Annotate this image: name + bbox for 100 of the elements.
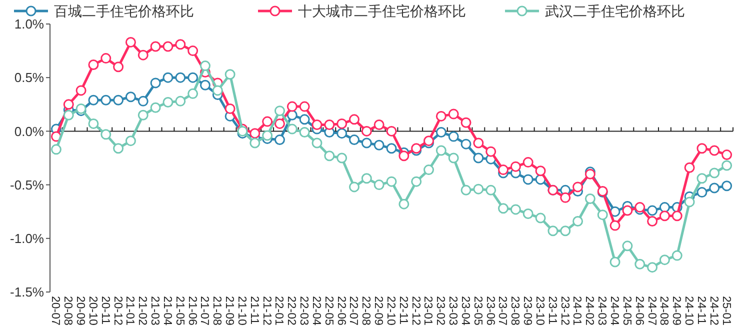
point: [448, 131, 459, 142]
point: [522, 208, 534, 219]
point: [76, 103, 86, 114]
x-tick-label: 21-02: [136, 296, 148, 326]
point: [138, 110, 148, 120]
x-tick-label: 20-09: [74, 296, 86, 326]
point: [138, 50, 148, 60]
point: [361, 126, 372, 136]
point: [125, 136, 136, 146]
point: [647, 205, 658, 216]
point: [361, 173, 372, 184]
point: [597, 210, 608, 220]
x-tick-label: 24-10: [682, 296, 695, 326]
point: [460, 117, 472, 128]
point: [722, 150, 732, 160]
point: [76, 85, 86, 96]
y-tick-label: -1.5%: [10, 284, 44, 300]
point: [436, 110, 446, 122]
x-tick-label: 24-09: [670, 296, 682, 326]
point: [88, 59, 99, 70]
legend-label: 武汉二手住宅价格环比: [545, 2, 685, 19]
point: [722, 160, 732, 171]
point: [286, 124, 298, 134]
point: [212, 85, 223, 96]
point: [312, 138, 322, 148]
x-tick-label: 22-07: [347, 296, 360, 326]
x-tick-label: 22-10: [384, 296, 396, 326]
x-tick-label: 21-09: [223, 296, 236, 326]
point: [473, 138, 484, 148]
x-tick-label: 21-12: [260, 296, 272, 326]
point: [113, 143, 124, 154]
point: [63, 110, 74, 120]
point: [460, 184, 472, 196]
point: [348, 182, 360, 192]
legend-label: 百城二手住宅价格环比: [54, 2, 194, 19]
point: [88, 94, 99, 106]
point: [647, 262, 658, 273]
point: [659, 254, 670, 266]
point: [560, 192, 571, 203]
x-tick-label: 23-07: [496, 296, 508, 326]
point: [486, 184, 496, 196]
x-tick-label: 22-04: [310, 296, 322, 326]
point: [100, 129, 112, 140]
point: [659, 202, 670, 213]
point: [672, 250, 682, 261]
x-tick-label: 23-08: [508, 296, 521, 326]
point: [348, 134, 360, 146]
point: [374, 140, 384, 150]
point: [100, 53, 112, 64]
point: [722, 180, 732, 192]
point: [274, 118, 285, 129]
point: [224, 103, 236, 114]
x-tick-label: 23-09: [521, 296, 534, 326]
point: [324, 150, 335, 162]
point: [386, 126, 397, 136]
x-tick-label: 22-01: [272, 296, 285, 326]
point: [622, 240, 633, 252]
x-tick-label: 23-05: [471, 296, 484, 326]
point: [684, 196, 695, 208]
x-tick-label: 24-11: [694, 296, 707, 325]
point: [250, 138, 260, 148]
point: [696, 143, 708, 154]
point: [548, 226, 558, 236]
point: [100, 94, 112, 106]
point: [250, 128, 260, 139]
x-tick-label: 22-03: [298, 296, 310, 326]
point: [224, 69, 236, 80]
point: [510, 161, 521, 172]
x-tick-label: 23-04: [458, 296, 471, 326]
point: [113, 62, 124, 72]
point: [348, 114, 360, 125]
x-tick-label: 22-12: [409, 296, 422, 326]
point: [299, 114, 310, 125]
x-tick-label: 23-02: [434, 296, 446, 326]
point: [150, 41, 161, 52]
point: [150, 78, 161, 88]
point: [188, 88, 198, 99]
point: [610, 256, 620, 268]
point: [336, 128, 348, 139]
point: [560, 226, 571, 236]
point: [374, 120, 384, 130]
point: [125, 36, 136, 48]
x-tick-label: 24-04: [608, 296, 620, 326]
point: [312, 120, 322, 130]
point: [175, 39, 186, 50]
point: [162, 41, 174, 52]
point: [448, 108, 459, 120]
point: [150, 102, 161, 113]
point: [584, 193, 596, 204]
x-tick-label: 21-10: [235, 296, 248, 326]
x-tick-label: 21-07: [198, 296, 210, 326]
x-tick-label: 22-06: [334, 296, 347, 326]
point: [696, 187, 708, 198]
point: [634, 258, 646, 270]
x-tick-label: 23-12: [558, 296, 570, 326]
point: [374, 180, 384, 190]
y-tick-label: 1.0%: [14, 16, 44, 32]
x-tick-label: 24-07: [645, 296, 658, 326]
point: [486, 146, 496, 157]
point: [572, 216, 584, 226]
